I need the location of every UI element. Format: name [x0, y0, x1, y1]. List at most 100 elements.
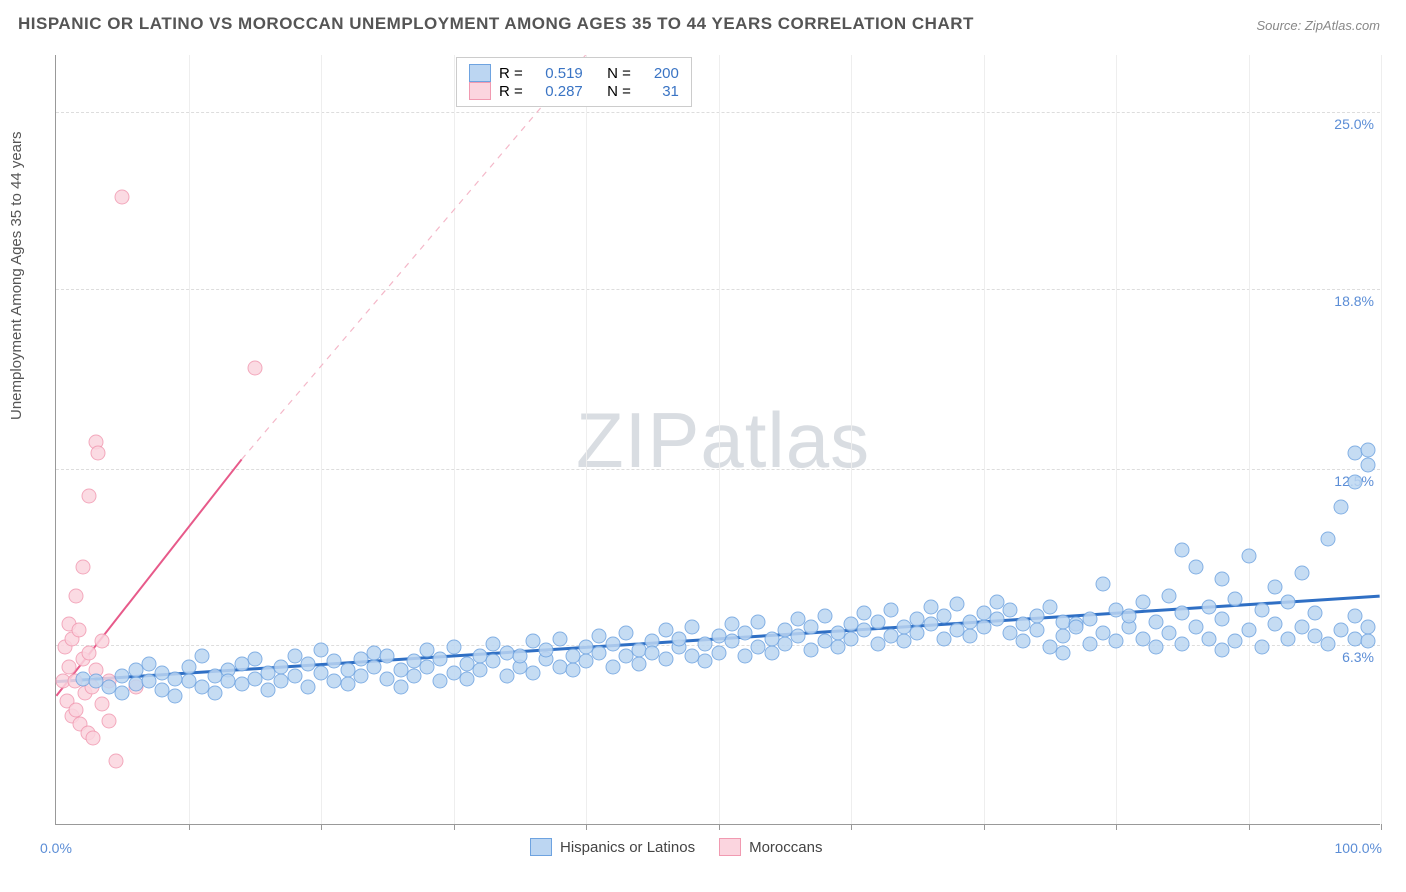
blue-point — [1215, 643, 1230, 658]
blue-point — [844, 631, 859, 646]
blue-point — [579, 654, 594, 669]
blue-point — [208, 685, 223, 700]
pink-point — [108, 754, 123, 769]
blue-point — [1056, 628, 1071, 643]
blue-point — [751, 614, 766, 629]
blue-point — [1188, 620, 1203, 635]
pink-point — [95, 697, 110, 712]
blue-point — [976, 620, 991, 635]
blue-point — [287, 668, 302, 683]
swatch-blue-icon — [469, 64, 491, 82]
legend-pink-icon — [719, 838, 741, 856]
blue-point — [1082, 611, 1097, 626]
blue-point — [1201, 600, 1216, 615]
x-tick-left: 0.0% — [40, 840, 72, 856]
grid-v — [851, 55, 852, 824]
blue-point — [738, 625, 753, 640]
blue-point — [804, 643, 819, 658]
pink-point — [68, 702, 83, 717]
blue-point — [446, 640, 461, 655]
blue-point — [950, 597, 965, 612]
pink-point — [86, 731, 101, 746]
source-text: Source: ZipAtlas.com — [1256, 18, 1380, 33]
blue-point — [406, 668, 421, 683]
blue-point — [1360, 457, 1375, 472]
blue-point — [300, 680, 315, 695]
blue-point — [658, 651, 673, 666]
grid-v — [586, 55, 587, 824]
blue-point — [817, 608, 832, 623]
blue-point — [314, 643, 329, 658]
pink-point — [82, 645, 97, 660]
blue-point — [724, 634, 739, 649]
blue-point — [459, 671, 474, 686]
blue-point — [367, 660, 382, 675]
legend-blue-icon — [530, 838, 552, 856]
swatch-pink-icon — [469, 82, 491, 100]
bottom-legend: Hispanics or Latinos Moroccans — [530, 838, 822, 856]
pink-point — [62, 660, 77, 675]
blue-point — [1294, 566, 1309, 581]
blue-point — [433, 651, 448, 666]
blue-point — [1241, 548, 1256, 563]
blue-point — [936, 631, 951, 646]
blue-point — [698, 654, 713, 669]
blue-point — [605, 660, 620, 675]
blue-point — [1029, 623, 1044, 638]
grid-v — [321, 55, 322, 824]
grid-v — [984, 55, 985, 824]
blue-point — [1029, 608, 1044, 623]
stats-box: R = 0.519 N = 200 R = 0.287 N = 31 — [456, 57, 692, 107]
blue-point — [499, 668, 514, 683]
blue-point — [539, 643, 554, 658]
blue-point — [393, 680, 408, 695]
blue-point — [526, 665, 541, 680]
blue-point — [1228, 634, 1243, 649]
blue-point — [989, 611, 1004, 626]
blue-point — [1188, 560, 1203, 575]
blue-point — [1360, 620, 1375, 635]
blue-point — [830, 640, 845, 655]
blue-point — [1148, 614, 1163, 629]
blue-point — [910, 625, 925, 640]
blue-point — [1003, 603, 1018, 618]
blue-point — [1109, 634, 1124, 649]
pink-point — [82, 489, 97, 504]
blue-point — [1321, 531, 1336, 546]
blue-point — [870, 637, 885, 652]
blue-point — [1307, 605, 1322, 620]
pink-point — [247, 360, 262, 375]
pink-point — [102, 714, 117, 729]
pink-point — [115, 189, 130, 204]
blue-point — [857, 623, 872, 638]
x-tick-right: 100.0% — [1335, 840, 1382, 856]
blue-point — [168, 688, 183, 703]
blue-point — [1175, 605, 1190, 620]
y-tick: 6.3% — [1342, 649, 1374, 665]
blue-point — [764, 645, 779, 660]
blue-point — [804, 620, 819, 635]
blue-point — [618, 625, 633, 640]
pink-point — [91, 446, 106, 461]
plot-area: ZIPatlas 6.3%12.5%18.8%25.0% R = 0.519 N… — [55, 55, 1380, 825]
blue-point — [1347, 474, 1362, 489]
blue-point — [1095, 577, 1110, 592]
blue-point — [1162, 588, 1177, 603]
y-axis-label: Unemployment Among Ages 35 to 44 years — [8, 131, 25, 420]
blue-point — [685, 620, 700, 635]
blue-point — [1281, 594, 1296, 609]
pink-point — [95, 634, 110, 649]
blue-point — [420, 660, 435, 675]
blue-point — [1321, 637, 1336, 652]
grid-v — [454, 55, 455, 824]
blue-point — [711, 645, 726, 660]
blue-point — [1042, 600, 1057, 615]
chart-title: HISPANIC OR LATINO VS MOROCCAN UNEMPLOYM… — [18, 14, 974, 34]
blue-point — [963, 628, 978, 643]
blue-point — [194, 648, 209, 663]
legend-pink: Moroccans — [719, 838, 822, 856]
blue-point — [565, 663, 580, 678]
blue-point — [1175, 637, 1190, 652]
blue-point — [791, 628, 806, 643]
grid-v — [719, 55, 720, 824]
